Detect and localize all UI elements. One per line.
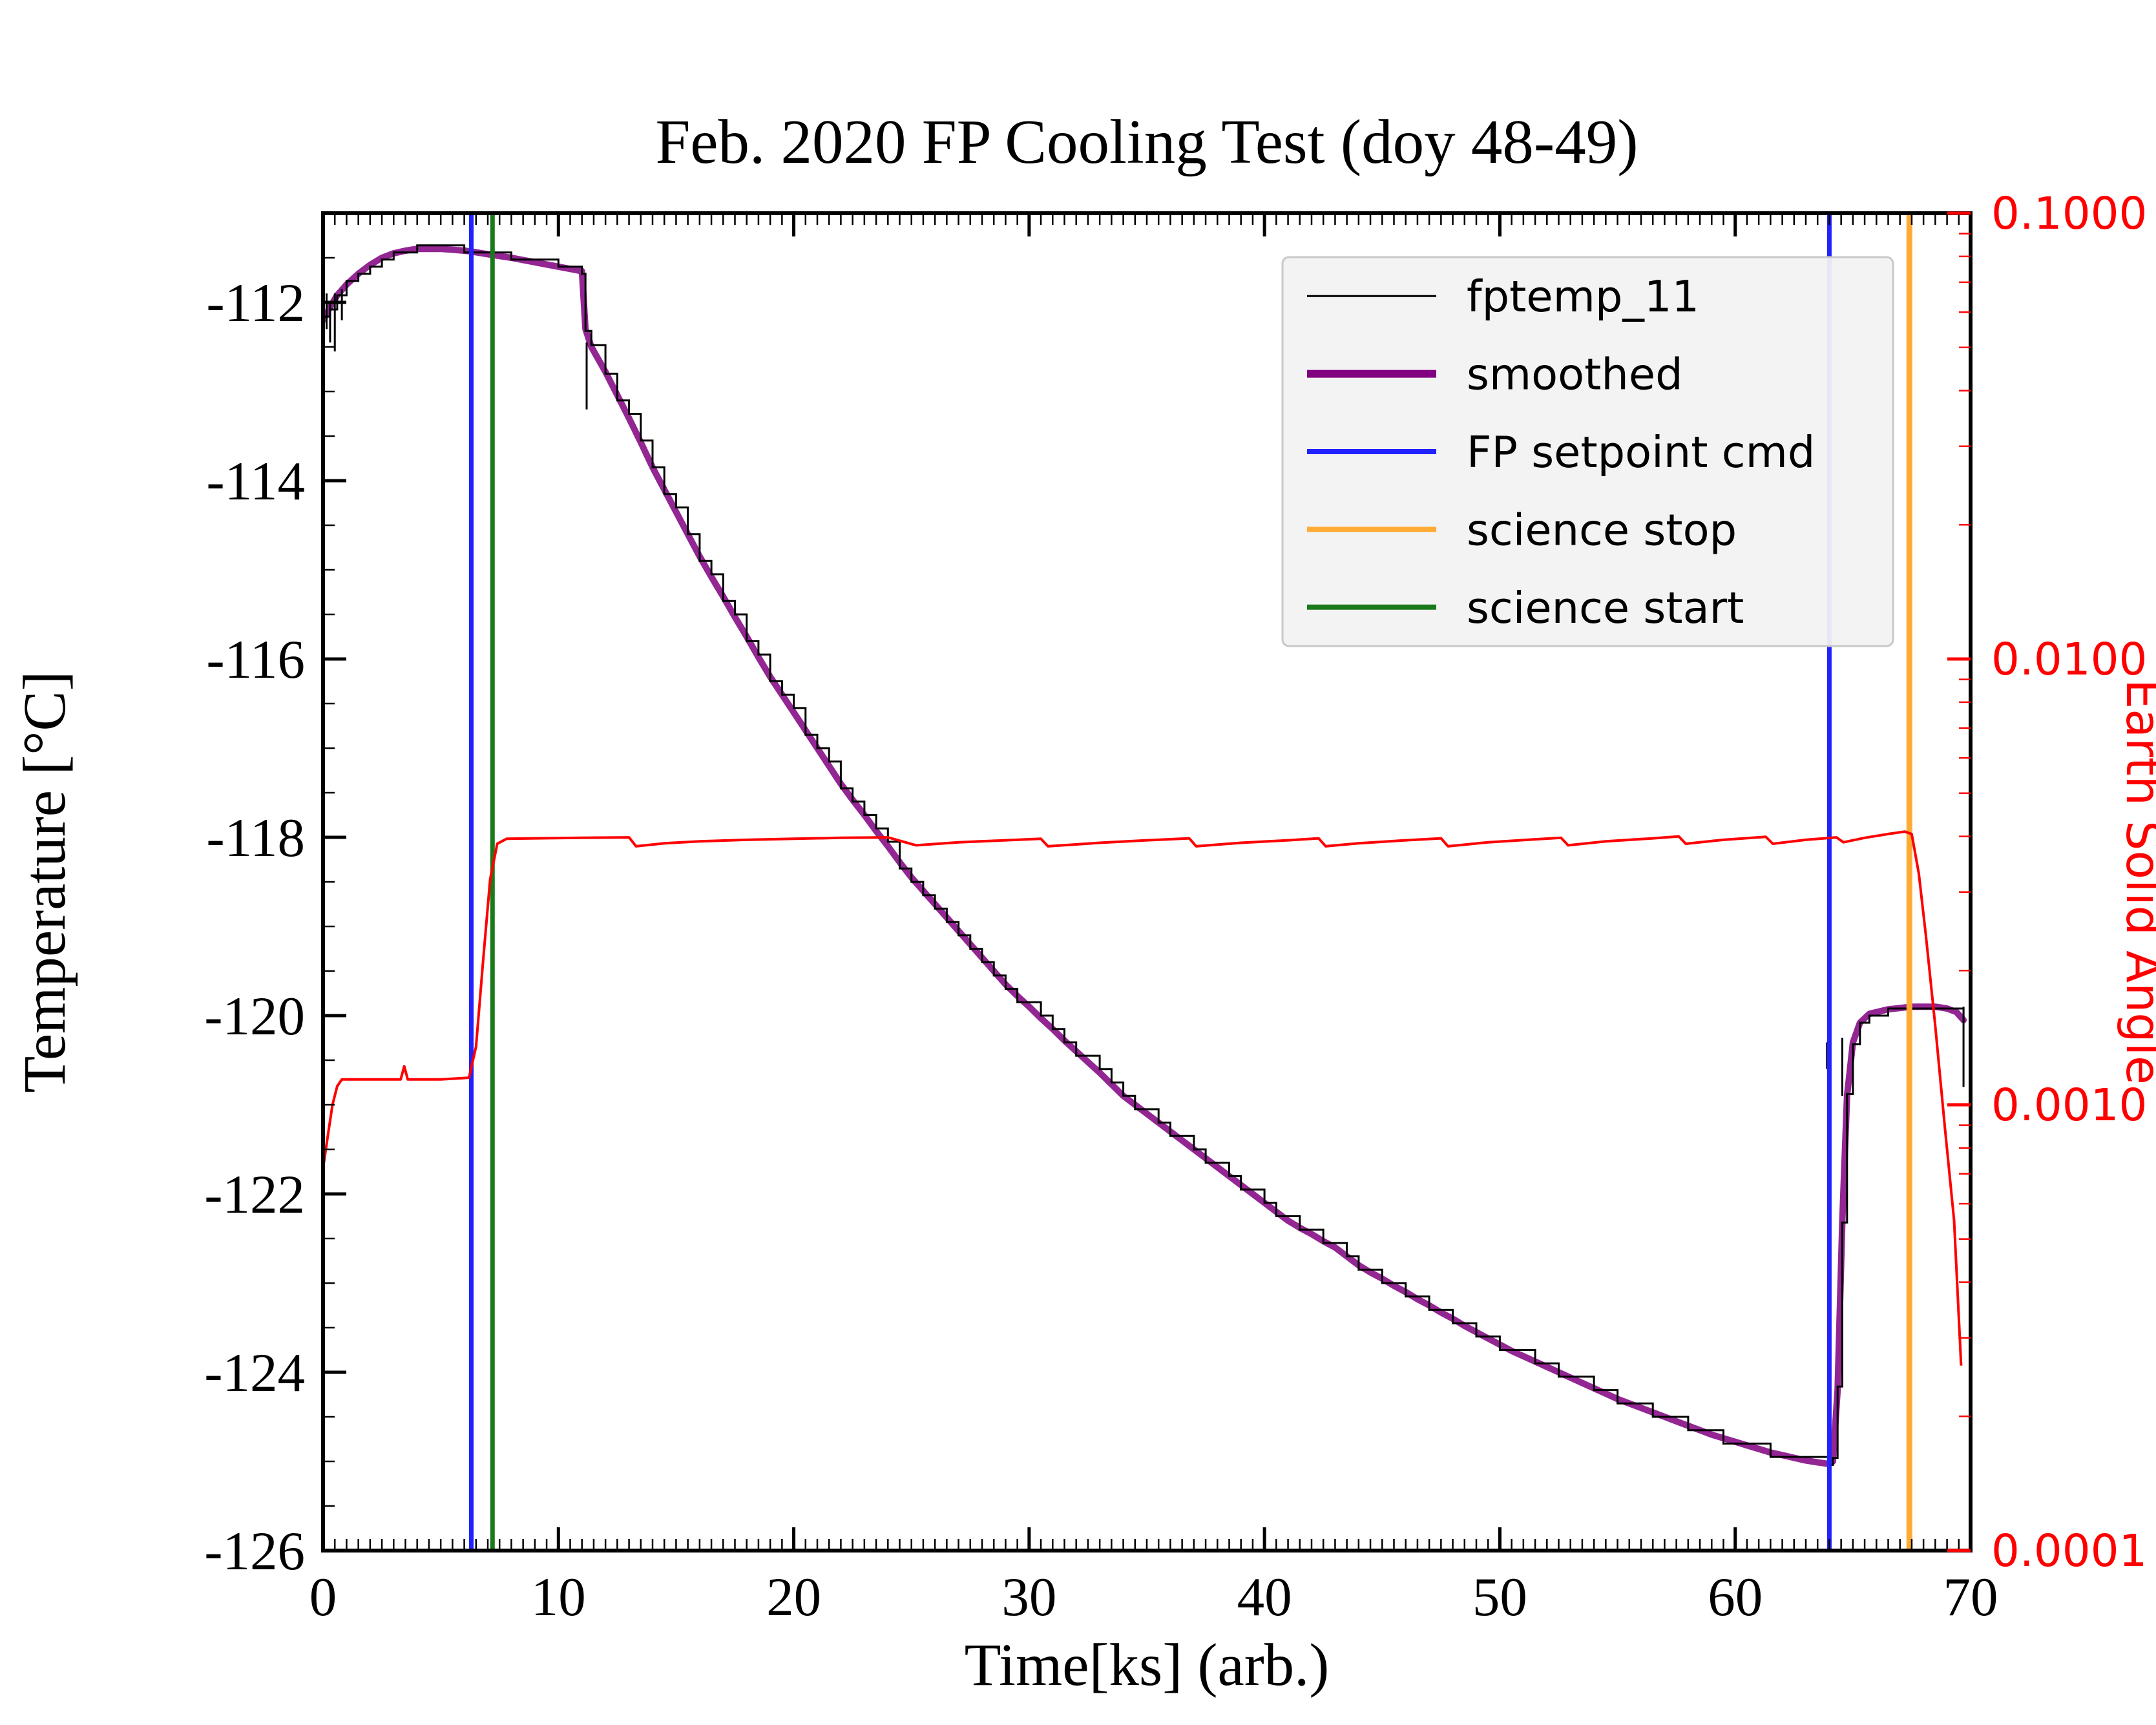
y-left-tick-label: -118 — [206, 808, 305, 868]
y-right-tick-label: 0.0001 — [1991, 1525, 2147, 1577]
y-right-tick-label: 0.0100 — [1991, 634, 2147, 685]
legend-label-fptemp_11: fptemp_11 — [1467, 271, 1699, 322]
y-axis-label-right: Earth Solid Angle — [2115, 679, 2156, 1085]
y-left-tick-label: -122 — [204, 1164, 305, 1225]
y-left-tick-label: -116 — [206, 629, 305, 690]
x-tick-label: 70 — [1943, 1567, 1998, 1627]
legend-box — [1281, 256, 1894, 647]
y-left-tick-label: -124 — [204, 1343, 305, 1403]
series-earth-solid-angle — [323, 830, 1963, 1366]
x-tick-label: 60 — [1708, 1567, 1763, 1627]
legend-label-smoothed: smoothed — [1467, 350, 1683, 400]
legend: fptemp_11 smoothed FP setpoint cmd science … — [1281, 256, 1894, 647]
legend-label-science-stop: science stop — [1467, 505, 1737, 555]
x-tick-label: 10 — [531, 1567, 586, 1627]
y-axis-label-left: Temperature [°C] — [12, 671, 78, 1093]
x-tick-label: 40 — [1237, 1567, 1292, 1627]
x-tick-label: 30 — [1001, 1567, 1056, 1627]
x-tick-label: 50 — [1472, 1567, 1527, 1627]
axis-ticks: 0 10 20 30 40 50 60 70 -126 -124 -122 -120 -118 -116 -… — [204, 188, 2147, 1627]
y-right-tick-label: 0.1000 — [1991, 188, 2147, 240]
y-left-tick-label: -126 — [204, 1521, 305, 1582]
legend-label-science-start: science start — [1467, 583, 1744, 633]
series-fptemp-11 — [323, 244, 1965, 1466]
chart-root: 0 10 20 30 40 50 60 70 -126 -124 -122 -120 -118 -116 -… — [204, 188, 2147, 1627]
y-left-tick-label: -112 — [206, 273, 305, 333]
x-tick-label: 20 — [766, 1567, 821, 1627]
x-tick-label: 0 — [309, 1567, 337, 1627]
chart-title: Feb. 2020 FP Cooling Test (doy 48-49) — [655, 107, 1638, 176]
y-right-tick-label: 0.0010 — [1991, 1080, 2147, 1131]
y-left-tick-label: -114 — [206, 451, 305, 512]
x-axis-label: Time[ks] (arb.) — [965, 1632, 1330, 1699]
y-left-tick-label: -120 — [204, 986, 305, 1047]
legend-label-FP-setpoint-cmd: FP setpoint cmd — [1467, 427, 1815, 477]
